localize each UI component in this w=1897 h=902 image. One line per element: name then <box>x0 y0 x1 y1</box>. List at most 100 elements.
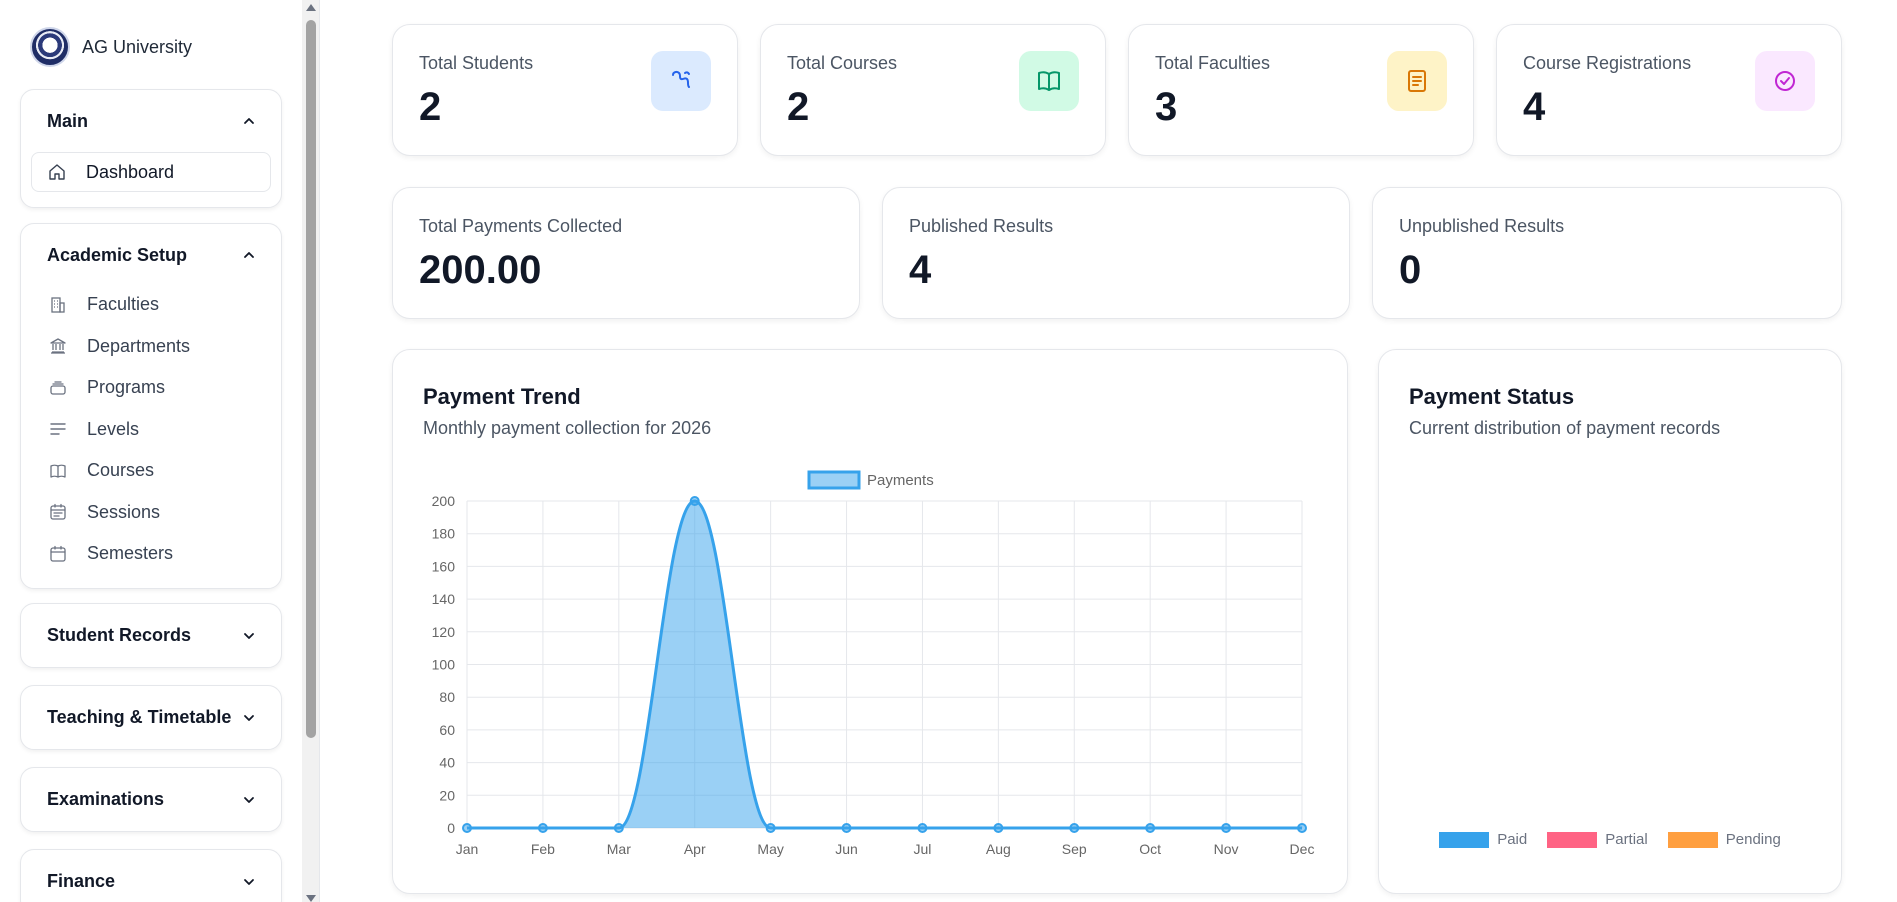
book-open-icon <box>1019 51 1079 111</box>
stat-label: Published Results <box>909 216 1054 236</box>
brand-name: AG University <box>82 36 193 57</box>
stat-label: Total Faculties <box>1155 53 1271 73</box>
data-point <box>613 823 624 833</box>
nav-group-header-academic-setup[interactable]: Academic Setup <box>21 224 281 286</box>
sidebar-item-label: Departments <box>87 335 191 356</box>
nav-group-header-examinations[interactable]: Examinations <box>21 768 281 831</box>
stat-label: Total Payments Collected <box>419 216 623 236</box>
sidebar-item-sessions[interactable]: Sessions <box>21 492 281 534</box>
stat-value: 4 <box>1523 85 1546 129</box>
sidebar-item-courses[interactable]: Courses <box>21 450 281 492</box>
stat-label: Unpublished Results <box>1399 216 1565 236</box>
nav-group-header-main[interactable]: Main <box>21 90 281 152</box>
stat-label: Course Registrations <box>1523 53 1692 73</box>
y-tick-label: 40 <box>439 755 455 771</box>
sidebar-item-departments[interactable]: Departments <box>21 326 281 368</box>
nav-group-title: Main <box>47 110 89 131</box>
stat-value: 3 <box>1155 85 1178 129</box>
chevron-down-icon <box>244 878 254 885</box>
stat-card-unpublished-results: Unpublished Results 0 <box>1372 187 1842 319</box>
sidebar-item-semesters[interactable]: Semesters <box>21 533 281 575</box>
landmark-icon <box>50 338 66 354</box>
sidebar-scrollbar[interactable] <box>302 0 320 902</box>
payment-status-card: Payment Status Current distribution of p… <box>1378 349 1842 894</box>
x-tick-label: Sep <box>1062 841 1087 857</box>
x-tick-label: Nov <box>1214 841 1239 857</box>
y-tick-label: 80 <box>439 689 455 705</box>
legend-swatch <box>1547 831 1598 848</box>
building-icon <box>51 297 65 313</box>
legend-label-payments: Payments <box>867 472 934 489</box>
x-tick-label: Jun <box>835 841 858 857</box>
data-point <box>917 823 928 833</box>
payment-status-legend: Paid Partial Pending <box>1379 831 1841 848</box>
chevron-down-icon <box>244 714 254 721</box>
stat-value: 0 <box>1399 248 1422 292</box>
sidebar-item-label: Levels <box>87 418 140 439</box>
nav-group-title: Academic Setup <box>47 244 188 265</box>
legend-label: Paid <box>1497 831 1528 848</box>
legend-item-paid[interactable]: Paid <box>1439 831 1527 848</box>
stat-value: 4 <box>909 248 932 292</box>
stat-card-total-courses: Total Courses 2 <box>760 24 1106 156</box>
legend-label: Partial <box>1605 831 1648 848</box>
x-tick-label: Dec <box>1290 841 1315 857</box>
nav-group-title: Student Records <box>47 625 192 645</box>
stat-value: 2 <box>787 85 810 129</box>
legend-item-partial[interactable]: Partial <box>1547 831 1648 848</box>
nav-group-title: Examinations <box>47 789 165 809</box>
legend-swatch-payments <box>807 470 861 490</box>
data-point <box>1145 823 1156 833</box>
chevron-down-icon <box>244 632 254 639</box>
y-tick-label: 120 <box>432 624 456 640</box>
legend-item-pending[interactable]: Pending <box>1667 831 1781 848</box>
stat-label: Total Students <box>419 53 534 73</box>
home-icon <box>49 164 65 180</box>
y-tick-label: 20 <box>439 787 455 803</box>
nav-group-examinations[interactable]: Examinations <box>20 767 282 832</box>
sidebar-item-label: Dashboard <box>86 161 175 182</box>
chart-subtitle: Current distribution of payment records <box>1409 418 1721 438</box>
university-logo <box>30 27 70 67</box>
y-tick-label: 180 <box>432 526 456 542</box>
data-point <box>689 496 700 506</box>
stat-value: 200.00 <box>419 248 542 292</box>
document-icon <box>1387 51 1447 111</box>
nav-group-header-teaching-timetable[interactable]: Teaching & Timetable <box>21 686 281 749</box>
nav-group-header-student-records[interactable]: Student Records <box>21 604 281 667</box>
check-circle-icon <box>1755 51 1815 111</box>
chart-subtitle: Monthly payment collection for 2026 <box>423 418 712 438</box>
calendar-list-icon <box>50 504 66 520</box>
stat-label: Total Courses <box>787 53 898 73</box>
nav-group-finance[interactable]: Finance <box>20 849 282 902</box>
nav-group-main: Main Dashboard <box>20 89 282 208</box>
nav-group-header-finance[interactable]: Finance <box>21 850 281 902</box>
scrollbar-thumb[interactable] <box>306 20 316 738</box>
brand[interactable]: AG University <box>30 27 192 67</box>
chevron-down-icon <box>244 796 254 803</box>
nav-group-title: Teaching & Timetable <box>47 707 232 727</box>
x-tick-label: Jul <box>914 841 932 857</box>
sidebar-item-programs[interactable]: Programs <box>21 367 281 409</box>
data-point <box>1069 823 1080 833</box>
calendar-icon <box>50 545 66 562</box>
stat-card-course-registrations: Course Registrations 4 <box>1496 24 1842 156</box>
nav-group-teaching-timetable[interactable]: Teaching & Timetable <box>20 685 282 750</box>
y-tick-label: 160 <box>432 558 456 574</box>
chart-title: Payment Status <box>1409 384 1575 409</box>
stat-card-published-results: Published Results 4 <box>882 187 1350 319</box>
nav-group-student-records[interactable]: Student Records <box>20 603 282 668</box>
sidebar-item-faculties[interactable]: Faculties <box>21 284 281 326</box>
scroll-up-arrow-icon[interactable] <box>306 4 316 11</box>
x-tick-label: Feb <box>531 841 555 857</box>
stat-card-total-faculties: Total Faculties 3 <box>1128 24 1474 156</box>
sidebar-item-dashboard[interactable]: Dashboard <box>31 152 271 192</box>
legend-swatch <box>1439 831 1490 848</box>
sidebar-item-levels[interactable]: Levels <box>21 409 281 451</box>
sidebar-item-label: Semesters <box>87 543 174 564</box>
scroll-down-arrow-icon[interactable] <box>306 895 316 902</box>
x-tick-label: Aug <box>986 841 1011 857</box>
data-point <box>537 823 548 833</box>
payment-trend-card: Payment Trend Monthly payment collection… <box>392 349 1348 894</box>
x-tick-label: Apr <box>684 841 706 857</box>
